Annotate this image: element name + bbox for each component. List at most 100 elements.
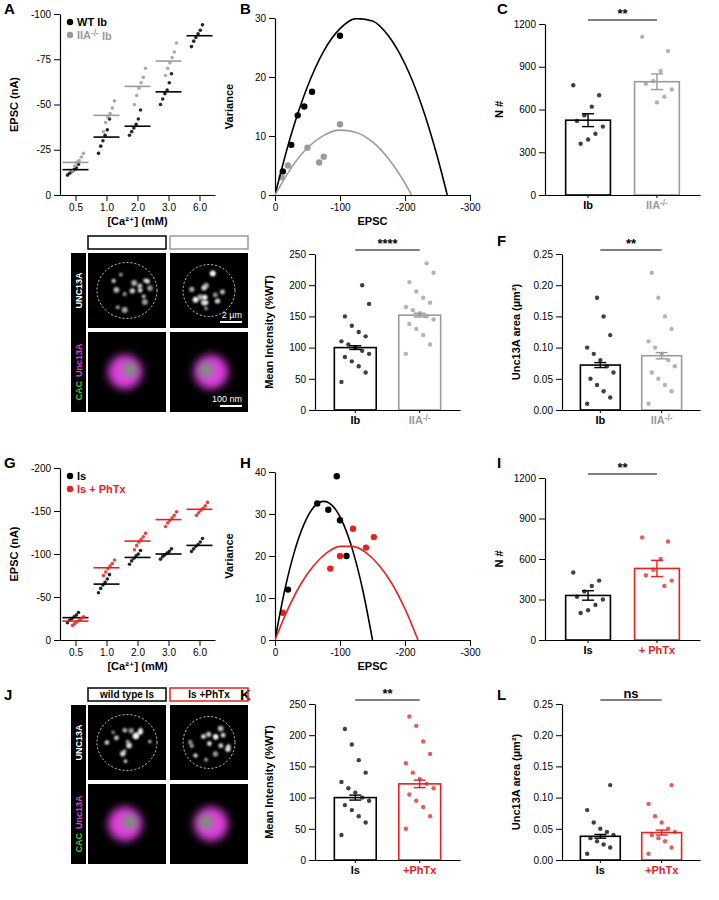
fit-line	[275, 19, 447, 195]
tick-label: 0.05	[534, 374, 554, 385]
point	[363, 334, 367, 338]
mean-line	[156, 553, 182, 555]
puncta	[126, 743, 132, 749]
text-part: 0.5	[69, 202, 83, 213]
error-bar	[651, 74, 663, 90]
tick-mark	[107, 195, 108, 201]
blob	[108, 355, 142, 389]
tick: 0	[260, 635, 275, 646]
puncta	[147, 285, 153, 291]
panel: HVarianceEPSC0102030400-100-200-300	[223, 454, 481, 672]
puncta	[227, 744, 231, 748]
tick-mark	[269, 514, 275, 515]
text-part: Is	[351, 864, 360, 876]
tick: 0	[45, 635, 60, 646]
point	[170, 56, 174, 60]
tick-label: 0.5	[69, 202, 83, 213]
point	[337, 121, 343, 127]
point	[585, 852, 589, 856]
point	[424, 261, 428, 265]
point	[343, 727, 347, 731]
mean-line	[156, 519, 182, 521]
tick: 900	[519, 61, 545, 72]
outline	[97, 263, 157, 319]
point	[73, 164, 77, 168]
axis: Is+PhTx	[316, 860, 461, 876]
tick-mark	[309, 735, 315, 736]
text-part: EPSC (nA)	[8, 526, 20, 581]
tick: Ib	[350, 410, 360, 426]
puncta	[112, 279, 116, 283]
row-label: UNC13A	[74, 272, 84, 309]
point	[662, 94, 666, 98]
text-part: 2.0	[131, 647, 145, 658]
text-part: Unc13A area (µm²)	[510, 283, 522, 380]
error-cap	[414, 779, 426, 780]
point	[644, 573, 648, 577]
error-stem	[656, 560, 657, 576]
tick-mark	[54, 468, 60, 469]
blob	[124, 364, 136, 376]
tick-mark	[556, 766, 562, 767]
tick-label: IIA-/-	[646, 199, 668, 211]
tick-label: -200	[31, 463, 51, 474]
tick-mark	[138, 195, 139, 201]
tick: -150	[31, 506, 60, 517]
tick-mark	[539, 600, 545, 601]
point	[601, 124, 605, 128]
tick-label: 0	[530, 190, 536, 201]
tick: 150	[289, 311, 315, 322]
point	[578, 142, 582, 146]
tick-mark	[470, 640, 471, 646]
puncta	[193, 297, 199, 303]
axis-line	[563, 410, 701, 411]
bar	[399, 784, 441, 860]
row-label-part: Unc13A	[74, 795, 84, 829]
tick: 0.10	[534, 342, 562, 353]
tick-mark	[269, 556, 275, 557]
point	[411, 308, 415, 312]
tick: -50	[37, 592, 60, 603]
text-part: WT Ib	[77, 16, 107, 28]
puncta	[148, 740, 151, 743]
text-part: 1.0	[100, 202, 114, 213]
point	[571, 570, 575, 574]
row-label: CACUnc13A	[74, 795, 84, 853]
point	[135, 94, 139, 98]
mean-line	[156, 60, 182, 62]
point	[144, 67, 148, 71]
puncta	[204, 301, 208, 305]
point	[608, 783, 612, 787]
error-stem	[656, 74, 657, 90]
mean-line	[125, 86, 151, 88]
puncta	[138, 728, 142, 732]
error-bar	[349, 795, 361, 800]
tick-label: IIA-/-	[651, 414, 673, 426]
text-part: IIA	[651, 414, 665, 426]
point	[640, 535, 644, 539]
tick-label: IIA-/-	[409, 414, 431, 426]
image-panel: UNC13A2 µmCACUnc13A100 nm	[71, 236, 248, 412]
point	[367, 799, 371, 803]
point	[588, 836, 592, 840]
marks	[275, 473, 418, 640]
puncta	[215, 298, 220, 303]
point	[137, 552, 141, 556]
tick: 0.15	[534, 311, 562, 322]
y-axis-title: Mean Intensity (%WT)	[263, 275, 275, 389]
axis-line	[546, 640, 701, 641]
point	[611, 833, 615, 837]
tick: 10	[255, 131, 275, 142]
error-cap	[414, 316, 426, 317]
puncta	[204, 307, 207, 310]
axis: 03006009001200	[514, 473, 546, 646]
point	[424, 782, 428, 786]
point	[585, 808, 589, 812]
tick-mark	[200, 640, 201, 646]
mean-line	[156, 91, 182, 93]
tick-label: Is	[596, 864, 605, 876]
tick: Ib	[595, 410, 605, 426]
point	[343, 553, 349, 559]
tick: 0.25	[534, 249, 562, 260]
outline	[97, 715, 157, 771]
